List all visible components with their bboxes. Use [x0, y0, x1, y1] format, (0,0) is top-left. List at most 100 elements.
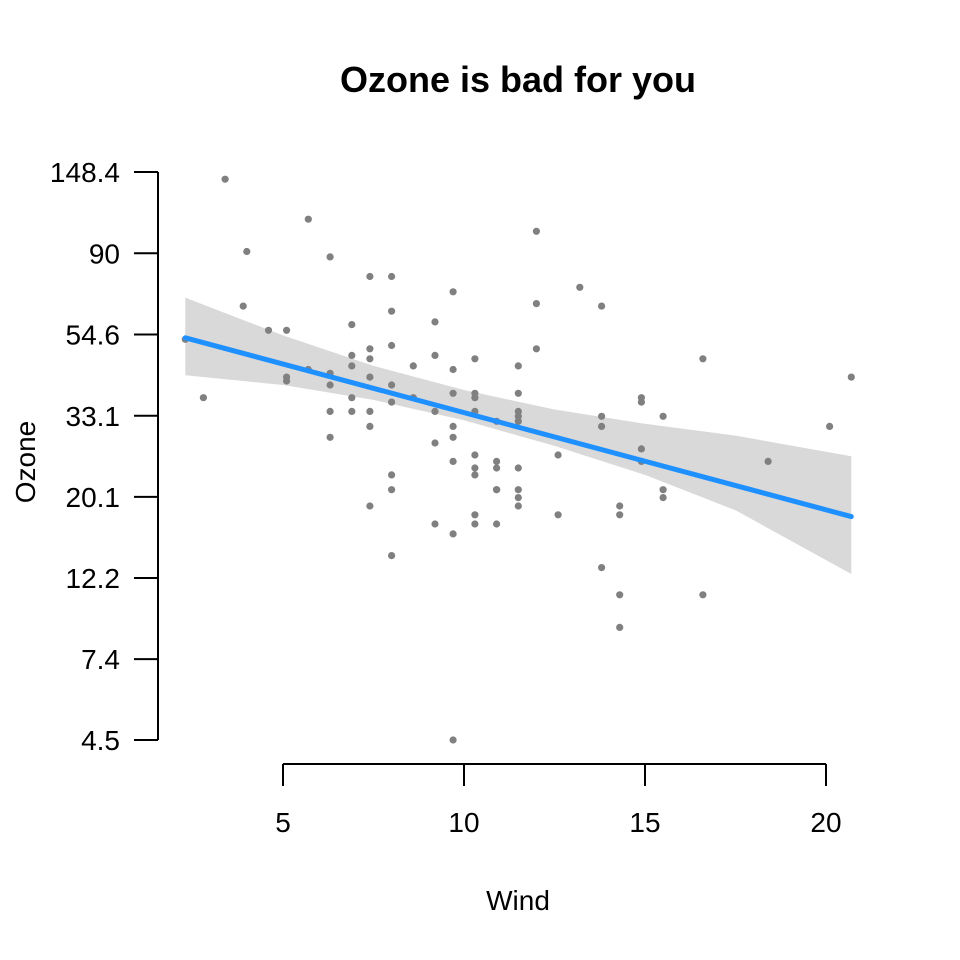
data-point — [243, 247, 251, 256]
data-point — [388, 272, 396, 281]
data-point — [388, 341, 396, 350]
data-point — [532, 227, 541, 235]
data-point — [659, 494, 667, 502]
data-point — [699, 591, 707, 599]
data-point — [326, 253, 334, 261]
data-point — [326, 407, 334, 415]
data-point — [514, 412, 522, 420]
y-tick-label: 4.5 — [81, 725, 120, 756]
data-point — [449, 389, 457, 397]
data-point — [598, 302, 606, 310]
data-point — [616, 511, 624, 519]
data-point — [388, 398, 396, 406]
data-point — [471, 451, 479, 459]
data-point — [514, 486, 522, 494]
data-point — [616, 623, 624, 632]
data-point — [326, 381, 334, 389]
data-point — [283, 326, 291, 334]
data-point — [532, 345, 541, 353]
data-point — [431, 351, 439, 359]
data-point — [304, 215, 312, 223]
fit-line-layer — [182, 335, 854, 520]
data-point — [431, 520, 439, 528]
data-point — [493, 486, 501, 494]
data-point — [449, 288, 457, 296]
y-tick-label: 90 — [89, 238, 120, 269]
data-point — [366, 373, 374, 381]
data-point — [659, 486, 667, 494]
data-point — [388, 486, 396, 494]
data-point — [283, 373, 291, 381]
x-axis: 5 10 15 20 — [275, 763, 842, 838]
chart-title: Ozone is bad for you — [340, 59, 696, 100]
data-point — [449, 433, 457, 441]
data-point — [514, 362, 522, 370]
data-point — [514, 417, 522, 425]
data-point — [514, 502, 522, 510]
data-point — [659, 412, 667, 420]
data-point — [616, 502, 624, 510]
data-point — [616, 591, 624, 599]
data-point — [366, 355, 374, 363]
y-tick-label: 7.4 — [81, 644, 120, 675]
data-point — [366, 345, 374, 353]
data-point — [388, 471, 396, 479]
data-point — [449, 530, 457, 538]
data-point — [554, 511, 562, 519]
data-point — [388, 381, 396, 389]
data-point — [514, 494, 522, 502]
data-point — [366, 422, 374, 430]
data-point — [388, 307, 396, 315]
data-point — [449, 422, 457, 430]
data-point — [366, 272, 374, 281]
data-point — [199, 394, 207, 402]
y-tick-label: 12.2 — [66, 563, 121, 594]
data-point — [598, 412, 606, 420]
y-axis: 4.5 7.4 12.2 20.1 33.1 54.6 90 148.4 — [50, 157, 159, 756]
data-point — [409, 362, 417, 370]
data-point — [826, 422, 834, 430]
data-point — [431, 318, 439, 326]
data-point — [221, 175, 229, 183]
regression-line — [182, 335, 854, 520]
data-point — [449, 457, 457, 465]
y-tick-label: 33.1 — [66, 401, 121, 432]
data-point — [388, 552, 396, 560]
data-point — [598, 564, 606, 572]
data-point — [637, 445, 646, 453]
data-point — [471, 355, 479, 363]
x-tick-label: 10 — [448, 807, 479, 838]
data-point — [493, 520, 501, 528]
data-point — [471, 394, 479, 402]
scatter-points-layer — [181, 175, 855, 744]
y-tick-label: 148.4 — [50, 157, 120, 188]
y-axis-label: Ozone — [10, 421, 41, 504]
data-point — [847, 373, 855, 381]
data-point — [764, 457, 772, 465]
data-point — [471, 511, 479, 519]
x-tick-label: 5 — [275, 807, 291, 838]
data-point — [471, 464, 479, 472]
data-point — [493, 464, 501, 472]
data-point — [449, 365, 457, 374]
data-point — [366, 407, 374, 415]
data-point — [471, 520, 479, 528]
x-tick-label: 15 — [629, 807, 660, 838]
data-point — [598, 422, 606, 430]
data-point — [493, 457, 501, 465]
data-point — [532, 300, 541, 308]
data-point — [554, 451, 562, 459]
data-point — [348, 407, 356, 415]
x-axis-label: Wind — [486, 885, 550, 916]
data-point — [514, 464, 522, 472]
data-point — [239, 302, 247, 310]
data-point — [699, 355, 707, 363]
data-point — [431, 407, 439, 415]
data-point — [348, 394, 356, 402]
data-point — [637, 394, 646, 402]
confidence-band — [185, 297, 852, 574]
data-point — [348, 362, 356, 370]
data-point — [326, 433, 334, 441]
data-point — [514, 389, 522, 397]
data-point — [264, 326, 273, 334]
